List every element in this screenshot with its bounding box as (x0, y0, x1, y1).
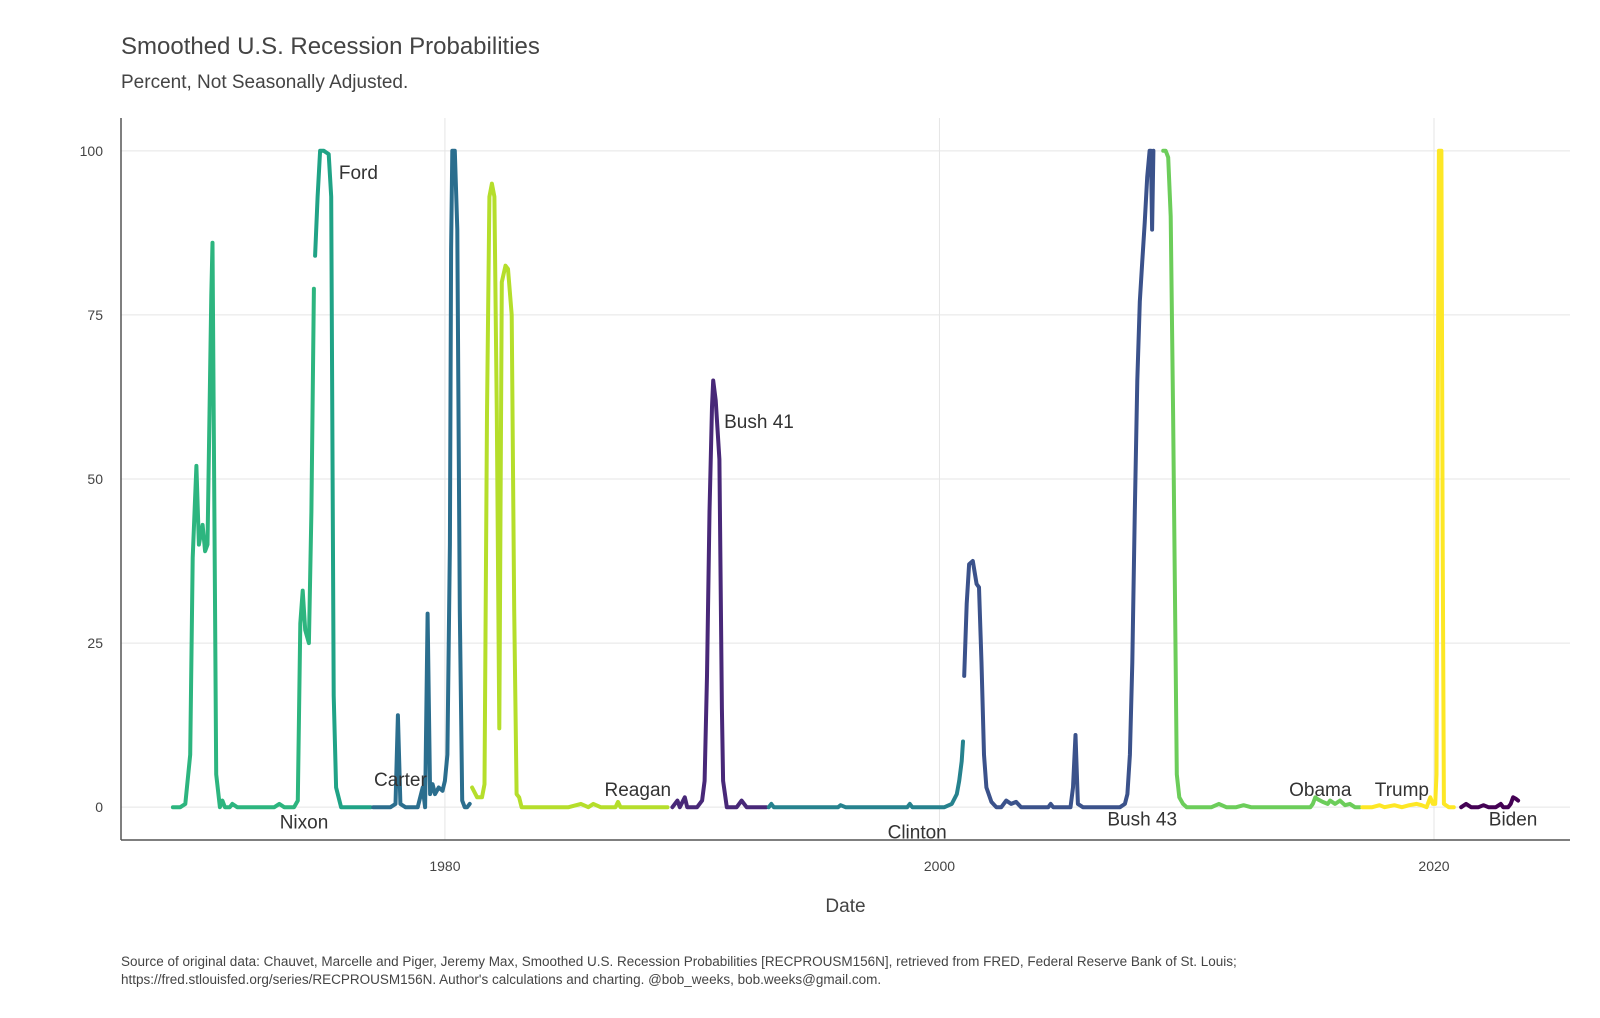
series-label-reagan: Reagan (605, 780, 672, 801)
x-axis-title: Date (825, 896, 865, 917)
chart-title: Smoothed U.S. Recession Probabilities (121, 33, 540, 60)
series-line-reagan (470, 181, 670, 810)
y-tick-label: 50 (87, 471, 103, 487)
y-tick-label: 0 (95, 799, 103, 815)
series-label-bush-43: Bush 43 (1107, 809, 1177, 830)
gridlines (121, 118, 1570, 840)
x-tick-label: 1980 (429, 858, 460, 874)
series-label-clinton: Clinton (888, 822, 947, 843)
series-label-carter: Carter (374, 770, 427, 791)
x-tick-label: 2000 (924, 858, 955, 874)
series-line-ford (313, 148, 373, 810)
series-line-clinton (766, 739, 965, 810)
y-tick-label: 100 (80, 143, 104, 159)
series-line-carter (371, 148, 472, 810)
series-label-bush-41: Bush 41 (724, 412, 794, 433)
y-tick-label: 25 (87, 635, 103, 651)
axes (120, 118, 1570, 841)
series-label-trump: Trump (1375, 780, 1429, 801)
chart-subtitle: Percent, Not Seasonally Adjusted. (121, 72, 408, 93)
series-line-biden (1459, 795, 1521, 810)
series-line-trump (1360, 148, 1456, 810)
series-line-obama (1161, 148, 1362, 810)
y-tick-label: 75 (87, 307, 103, 323)
series-label-biden: Biden (1489, 809, 1538, 830)
source-caption-line-1: Source of original data: Chauvet, Marcel… (121, 954, 1237, 969)
source-caption-line-2: https://fred.stlouisfed.org/series/RECPR… (121, 972, 881, 987)
series-line-nixon (170, 240, 316, 810)
series-line-bush-43 (962, 148, 1156, 810)
x-tick-label: 2020 (1418, 858, 1449, 874)
president-labels: Nixon Ford Carter Reagan Bush 41 Clinton Bush … (280, 163, 1538, 844)
series-label-nixon: Nixon (280, 813, 329, 834)
series-line-bush-41 (670, 378, 769, 810)
series-lines (170, 148, 1521, 810)
series-label-ford: Ford (339, 163, 378, 184)
tick-labels: 0 25 50 75 100 1980 2000 2020 (80, 143, 1450, 874)
series-label-obama: Obama (1289, 780, 1352, 801)
